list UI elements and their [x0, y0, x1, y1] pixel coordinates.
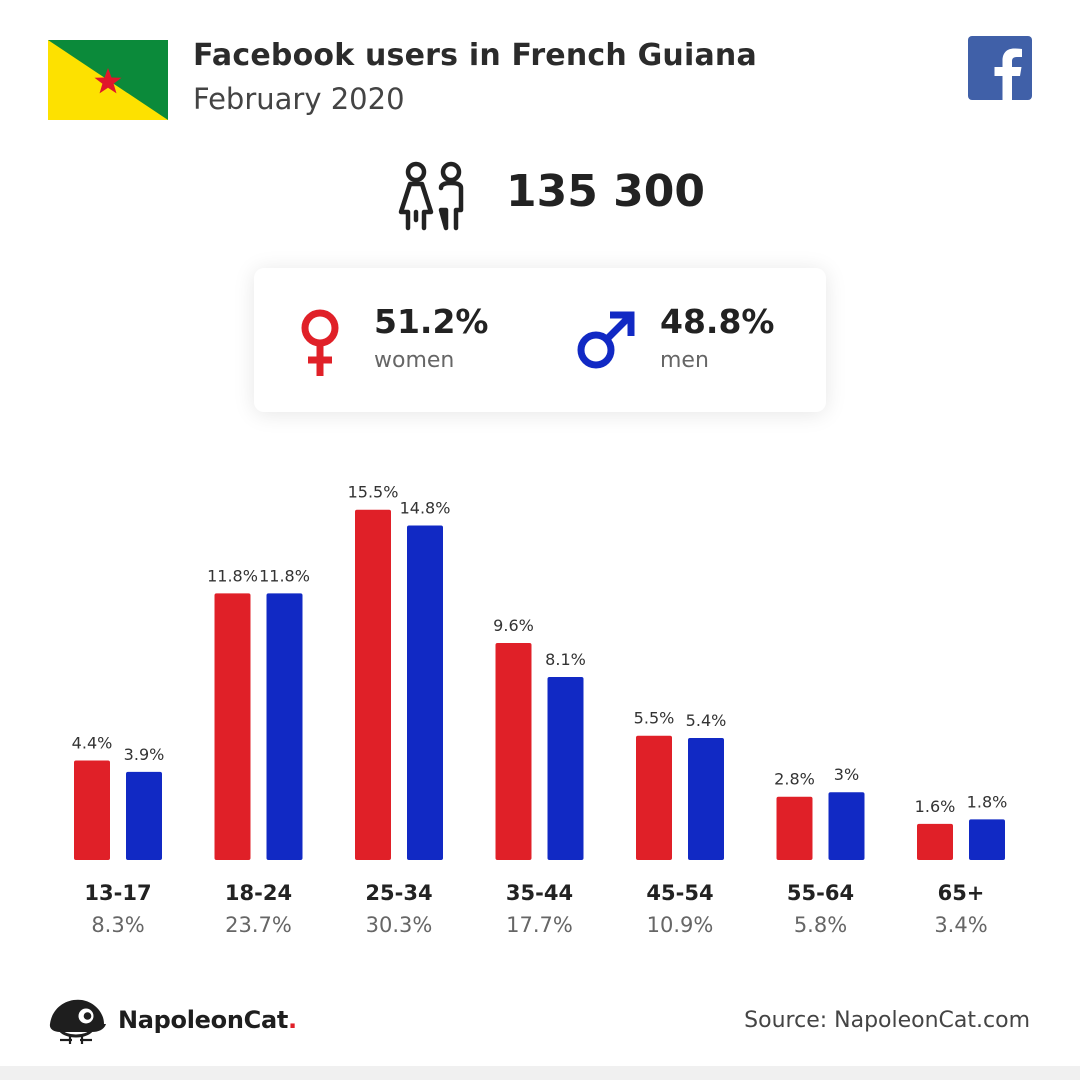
- facebook-logo-icon: [968, 36, 1032, 100]
- category-label-55-64: 55-64: [787, 881, 854, 905]
- bar-35-44-series-1: [495, 643, 532, 860]
- category-total-13-17: 8.3%: [91, 913, 144, 937]
- data-label-18-24-series-2: 11.8%: [259, 566, 310, 585]
- data-label-35-44-series-1: 9.6%: [493, 616, 534, 635]
- page-title: Facebook users in French Guiana: [193, 38, 757, 73]
- category-label-65+: 65+: [938, 881, 985, 905]
- age-gender-bar-chart: 4.4% 3.9% 13-17 8.3% 11.8% 11.8% 18-24 23.7% 15.…: [72, 483, 1008, 937]
- bar-65+-series-1: [917, 823, 953, 860]
- data-label-25-34-series-2: 14.8%: [400, 499, 451, 518]
- bottom-strip: [0, 1066, 1080, 1080]
- brand-name: NapoleonCat.: [118, 1006, 297, 1034]
- bar-65+-series-2: [969, 819, 1005, 860]
- napoleoncat-logo-icon: [49, 999, 106, 1044]
- category-total-25-34: 30.3%: [366, 913, 433, 937]
- men-percent: 48.8%: [660, 302, 775, 341]
- data-label-35-44-series-2: 8.1%: [545, 650, 586, 669]
- bar-25-34-series-1: [355, 509, 391, 860]
- male-symbol-icon: [577, 311, 635, 369]
- category-label-45-54: 45-54: [646, 881, 713, 905]
- data-label-55-64-series-2: 3%: [834, 765, 859, 784]
- bar-45-54-series-2: [688, 737, 724, 860]
- category-label-13-17: 13-17: [84, 881, 151, 905]
- category-total-35-44: 17.7%: [506, 913, 573, 937]
- brand-name-text: NapoleonCat: [118, 1006, 289, 1034]
- data-label-55-64-series-1: 2.8%: [774, 770, 815, 789]
- women-label: women: [374, 348, 455, 373]
- bar-13-17-series-1: [74, 760, 110, 860]
- data-label-45-54-series-2: 5.4%: [686, 711, 727, 730]
- category-label-18-24: 18-24: [225, 881, 292, 905]
- data-label-25-34-series-1: 15.5%: [348, 483, 399, 502]
- bar-55-64-series-2: [828, 792, 865, 860]
- bar-25-34-series-2: [407, 525, 443, 860]
- brand-dot: .: [288, 1006, 297, 1034]
- women-percent: 51.2%: [374, 302, 489, 341]
- data-label-13-17-series-1: 4.4%: [72, 734, 113, 753]
- data-label-18-24-series-1: 11.8%: [207, 566, 258, 585]
- data-label-65+-series-2: 1.8%: [967, 792, 1008, 811]
- category-total-55-64: 5.8%: [794, 913, 847, 937]
- category-label-35-44: 35-44: [506, 881, 573, 905]
- bar-18-24-series-2: [266, 593, 303, 860]
- data-label-65+-series-1: 1.6%: [915, 797, 956, 816]
- bar-55-64-series-1: [776, 796, 813, 860]
- users-couple-icon: [398, 161, 464, 231]
- category-total-18-24: 23.7%: [225, 913, 292, 937]
- data-label-13-17-series-2: 3.9%: [124, 745, 165, 764]
- men-label: men: [660, 348, 709, 373]
- bar-13-17-series-2: [126, 771, 162, 860]
- page-subtitle: February 2020: [193, 82, 405, 116]
- total-users-value: 135 300: [506, 166, 706, 217]
- header: Facebook users in French Guiana February…: [0, 0, 1080, 140]
- female-symbol-icon: [301, 309, 339, 376]
- category-total-45-54: 10.9%: [647, 913, 714, 937]
- bar-18-24-series-1: [214, 593, 251, 860]
- bar-35-44-series-2: [547, 676, 584, 860]
- source-credit: Source: NapoleonCat.com: [744, 1008, 1030, 1033]
- napoleoncat-brand: NapoleonCat.: [46, 992, 306, 1048]
- flag-french-guiana-icon: [48, 40, 168, 120]
- data-label-45-54-series-1: 5.5%: [634, 709, 675, 728]
- bar-45-54-series-1: [636, 735, 672, 860]
- category-label-25-34: 25-34: [365, 881, 432, 905]
- gender-split-card: 51.2% women 48.8% men: [254, 268, 826, 412]
- category-total-65+: 3.4%: [934, 913, 987, 937]
